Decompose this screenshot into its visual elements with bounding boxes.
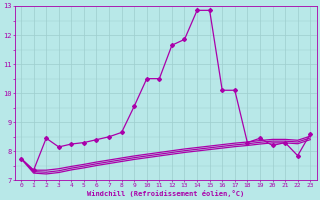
- X-axis label: Windchill (Refroidissement éolien,°C): Windchill (Refroidissement éolien,°C): [87, 190, 244, 197]
